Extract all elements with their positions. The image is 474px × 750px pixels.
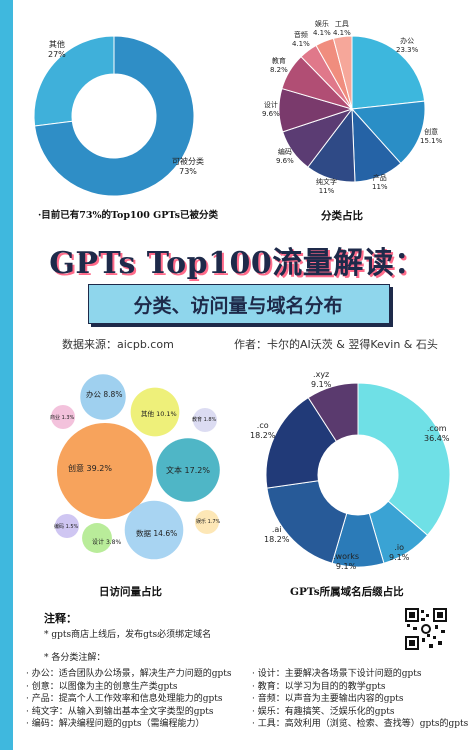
bubble-label-text: 文本 17.2% <box>166 466 210 475</box>
data-source: 数据来源：aicpb.com <box>62 338 174 351</box>
side-stripe <box>0 0 13 750</box>
note-item: · 产品：提高个人工作效率和信息处理能力的gpts <box>26 694 223 704</box>
notes-heading: 注释： <box>44 612 77 625</box>
subtitle-box <box>88 284 390 324</box>
bubble-3 <box>80 374 126 420</box>
bubble-7 <box>195 510 219 534</box>
chart2-label-text: 纯文字 11% <box>316 178 337 195</box>
chart4-slice-3 <box>266 480 348 564</box>
authors: 作者：卡尔的AI沃茨 & 翌得Kevin & 石头 <box>234 338 438 351</box>
chart4-label-com: .com 36.4% <box>424 424 450 443</box>
note-item: · 娱乐：有趣搞笑、泛娱乐化的gpts <box>252 706 395 717</box>
bubble-label-creative: 创意 39.2% <box>68 464 112 473</box>
note-item: · 编码：解决编程问题的gpts（需编程能力） <box>26 719 205 729</box>
bubble-9 <box>55 514 79 538</box>
chart2-label-design: 设计 9.6% <box>262 101 280 118</box>
chart4-slice-4 <box>265 396 338 489</box>
chart1-caption: ·目前已有73%的Top100 GPTs已被分类 <box>38 210 218 221</box>
chart2-label-audio: 音频 4.1% <box>292 31 310 48</box>
chart1-slice-0 <box>33 35 115 127</box>
chart4-label-xyz: .xyz 9.1% <box>311 370 332 389</box>
bubble-label-code: 编码 1.5% <box>54 524 79 530</box>
chart2-slice-0 <box>351 35 426 110</box>
chart2-label-creative: 创意 15.1% <box>420 128 443 145</box>
chart4-label-io: .io 9.1% <box>389 543 410 562</box>
bubble-label-office: 办公 8.8% <box>86 390 123 399</box>
qr-code-icon <box>405 608 447 650</box>
bubble-label-biz: 商业 1.3% <box>50 415 75 421</box>
chart1-slice-1 <box>34 35 195 197</box>
chart2-label-coding: 编码 9.6% <box>276 148 294 165</box>
bubble-8 <box>51 405 75 429</box>
notes-heading2: * 各分类注解： <box>44 653 106 663</box>
chart4-label-ai: .ai 18.2% <box>264 525 290 544</box>
chart2-label-office: 办公 23.3% <box>396 37 419 54</box>
page-title: GPTs Top100流量解读： <box>49 246 425 281</box>
chart4-caption: GPTs所属域名后缀占比 <box>290 586 404 598</box>
bubble-5 <box>82 523 112 553</box>
chart4-label-works: .works 9.1% <box>333 552 360 571</box>
bubble-label-other: 其他 10.1% <box>141 410 177 418</box>
note-item: · 音频：以声音为主要输出内容的gpts <box>252 694 404 704</box>
note-item: · 办公：适合团队办公场景，解决生产力问题的gpts <box>26 669 232 679</box>
chart4-slice-0 <box>357 382 451 536</box>
chart2-label-tools: 工具 4.1% <box>333 20 351 37</box>
bubble-label-fun: 娱乐 1.7% <box>196 519 221 525</box>
bubble-0 <box>57 423 153 519</box>
bubble-1 <box>156 438 220 502</box>
chart2-label-education: 教育 8.2% <box>270 57 288 74</box>
note-item: · 设计：主要解决各场景下设计问题的gpts <box>252 669 422 679</box>
chart2-caption: 分类占比 <box>321 210 363 222</box>
note-item: · 纯文字：从输入到输出基本全文字类型的gpts <box>26 706 214 717</box>
chart1-label-classified: 可被分类 73% <box>172 157 204 176</box>
note-item: · 创意：以图像为主的创意生产类gpts <box>26 681 178 692</box>
note-item: · 工具：高效利用（浏览、检索、查找等）gpts的gpts <box>252 719 469 729</box>
chart1-label-other: 其他 27% <box>48 40 66 59</box>
bubble-label-edu: 教育 1.8% <box>192 417 217 423</box>
note-item: · 教育：以学习为目的的教学gpts <box>252 681 386 692</box>
notes-right-list: · 设计：主要解决各场景下设计问题的gpts · 教育：以学习为目的的教学gpt… <box>252 668 468 731</box>
chart4-slice-5 <box>307 382 359 443</box>
bubble-4 <box>130 387 180 437</box>
notes-line: * gpts商店上线后，发布gts必须绑定域名 <box>44 630 212 640</box>
chart2-slice-1 <box>350 100 426 165</box>
chart2-label-product: 产品 11% <box>372 174 388 191</box>
chart3-caption: 日访问量占比 <box>99 586 162 598</box>
chart2-label-fun: 娱乐 4.1% <box>313 20 331 37</box>
chart2-slice-9 <box>332 35 353 110</box>
notes-left-list: · 办公：适合团队办公场景，解决生产力问题的gpts · 创意：以图像为主的创意… <box>26 668 231 731</box>
chart4-label-co: .co 18.2% <box>250 421 276 440</box>
bubble-6 <box>193 408 217 432</box>
page-subtitle: 分类、访问量与域名分布 <box>133 295 343 317</box>
bubble-2 <box>124 500 184 560</box>
bubble-label-data: 数据 14.6% <box>136 529 178 538</box>
bubble-label-design: 设计 3.8% <box>92 539 122 546</box>
